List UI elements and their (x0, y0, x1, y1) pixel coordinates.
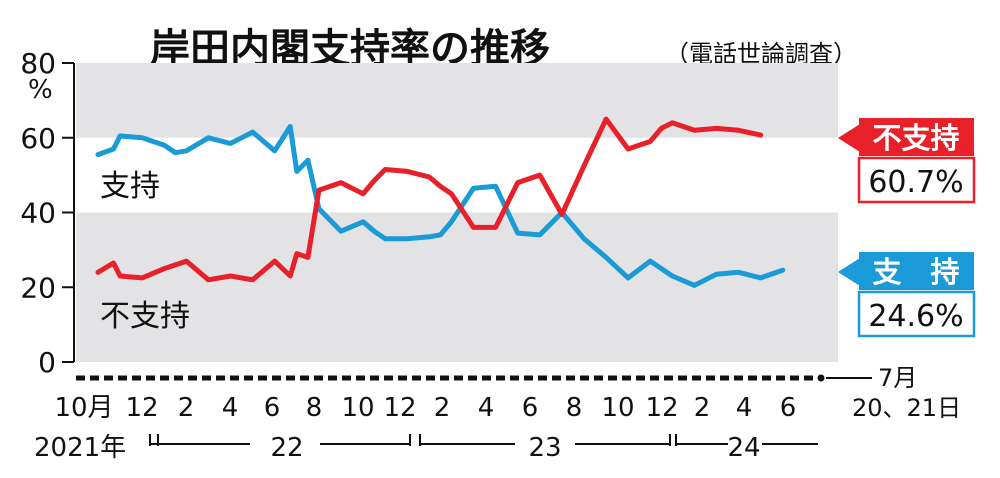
end-label-name-box-0 (859, 118, 974, 156)
x-tick-label-0: 10月 (54, 393, 113, 423)
shaded-band-bottom (76, 287, 838, 362)
year-label-1: 22 (270, 433, 303, 463)
x-tick-label-9: 4 (478, 393, 495, 423)
y-tick-label-4: 80 (20, 47, 56, 80)
series-lines (95, 116, 786, 288)
y-axis: 0 20 40 60 80 (20, 47, 75, 379)
latest-date-month: 7月 (878, 364, 917, 392)
x-axis-end-dot (817, 374, 825, 382)
year-axis: 2021年 22 23 24 (34, 433, 818, 463)
series-line-1 (95, 116, 764, 283)
y-axis-unit: % (28, 75, 53, 105)
year-label-3: 24 (727, 433, 760, 463)
end-label-name-1: 支 持 (872, 255, 959, 289)
x-tick-label-13: 12 (645, 393, 678, 423)
end-label-value-1: 24.6% (868, 299, 963, 334)
y-tick-label-2: 40 (20, 197, 56, 230)
year-label-0: 2021年 (34, 433, 126, 463)
end-label-name-0: 不支持 (872, 121, 959, 155)
band-label-nonsupport: 不支持 (100, 299, 190, 334)
x-tick-label-2: 2 (178, 393, 195, 423)
y-tick-label-1: 20 (20, 271, 56, 304)
end-label-name-box-1 (859, 252, 974, 290)
x-tick-label-4: 6 (264, 393, 281, 423)
end-label-arrow-0 (838, 124, 860, 152)
x-tick-label-15: 4 (736, 393, 753, 423)
band-label-support: 支持 (100, 169, 160, 204)
x-tick-label-7: 12 (383, 393, 416, 423)
end-label-arrow-1 (838, 258, 860, 286)
series-line-0 (95, 124, 786, 288)
end-label-value-box-1 (857, 290, 976, 338)
end-label-value-0: 60.7% (868, 165, 963, 200)
x-axis: 10月 12 2 4 6 8 10 12 2 4 6 8 10 12 2 4 6 (54, 374, 872, 423)
x-tick-label-1: 12 (125, 393, 158, 423)
y-tick-label-0: 0 (38, 346, 56, 379)
x-tick-label-11: 8 (566, 393, 583, 423)
shaded-band-1 (76, 63, 838, 138)
x-tick-label-10: 6 (522, 393, 539, 423)
x-tick-label-12: 10 (601, 393, 634, 423)
latest-date-days: 20、21日 (852, 394, 961, 422)
x-tick-label-14: 2 (694, 393, 711, 423)
end-labels: 不支持 60.7% 支 持 24.6% (838, 118, 976, 338)
x-tick-label-5: 8 (306, 393, 323, 423)
year-label-2: 23 (528, 433, 561, 463)
x-tick-label-8: 2 (434, 393, 451, 423)
shaded-bands (76, 63, 838, 362)
y-tick-label-3: 60 (20, 122, 56, 155)
x-tick-label-6: 10 (341, 393, 374, 423)
x-tick-label-3: 4 (222, 393, 239, 423)
x-tick-label-16: 6 (780, 393, 797, 423)
end-label-value-box-0 (857, 156, 976, 204)
